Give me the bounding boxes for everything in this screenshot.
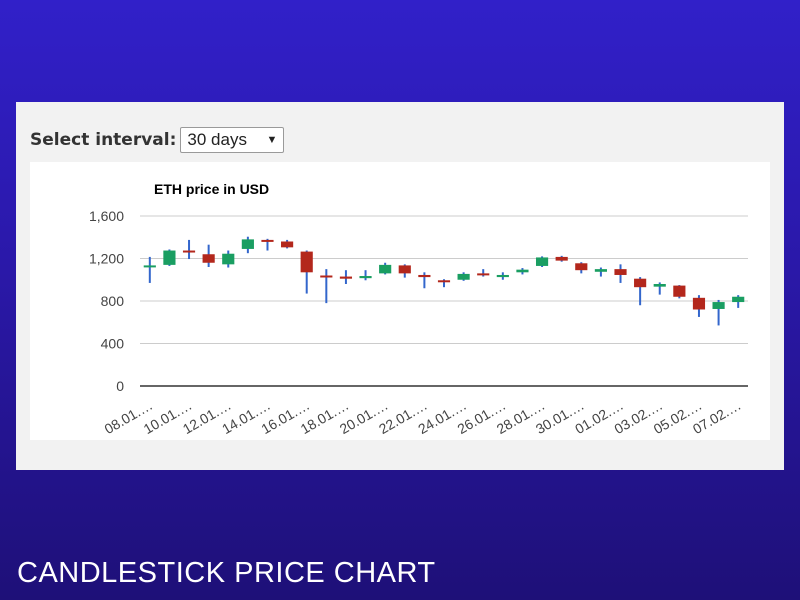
candle-body [575,263,588,271]
y-tick-label: 1,200 [89,251,124,267]
chart-panel: Select interval: 30 days ▼ ETH price in … [16,102,784,470]
candle-body [222,253,235,265]
candle-body [712,302,725,309]
candle-body [202,254,215,263]
candle-body [437,280,451,283]
candle-body [732,296,745,303]
candle-body [614,269,627,275]
candle-body [320,275,333,278]
interval-select[interactable]: 30 days ▼ [180,127,285,153]
chart-title: ETH price in USD [154,181,269,197]
candle-body [516,269,529,273]
candle-body [143,265,156,268]
candle-body [477,273,490,276]
interval-control: Select interval: 30 days ▼ [30,126,285,154]
candle-body [653,284,666,287]
candle-body [555,256,568,261]
candle-body [182,250,196,253]
candle-body [379,264,392,274]
y-tick-label: 1,600 [89,208,124,224]
candle-body [281,241,294,248]
interval-select-value: 30 days [187,130,247,149]
candle-body [535,257,549,266]
candle-body [418,274,431,278]
y-tick-label: 800 [101,293,125,309]
candle-body [339,276,353,279]
candle-body [359,276,372,279]
candle-body [300,251,313,273]
candle-body [241,239,254,249]
candle-body [692,297,706,310]
candle-body [673,285,686,297]
candlestick-chart: ETH price in USD04008001,2001,60008.01.…… [89,181,748,437]
candle-body [398,265,411,274]
candle-body [634,278,647,288]
chart-area: ETH price in USD 0 400 800 1,200 1,600 08.01.…… [30,162,770,440]
candle-body [163,250,176,265]
y-tick-label: 400 [101,336,125,352]
candle-body [457,273,470,280]
chevron-down-icon: ▼ [266,134,278,146]
candle-body [261,239,274,242]
page-title: CANDLESTICK PRICE CHART [17,557,436,589]
y-tick-label: 0 [116,378,124,394]
interval-label: Select interval: [30,130,177,150]
candle-body [496,274,509,278]
candle-body [594,269,607,272]
